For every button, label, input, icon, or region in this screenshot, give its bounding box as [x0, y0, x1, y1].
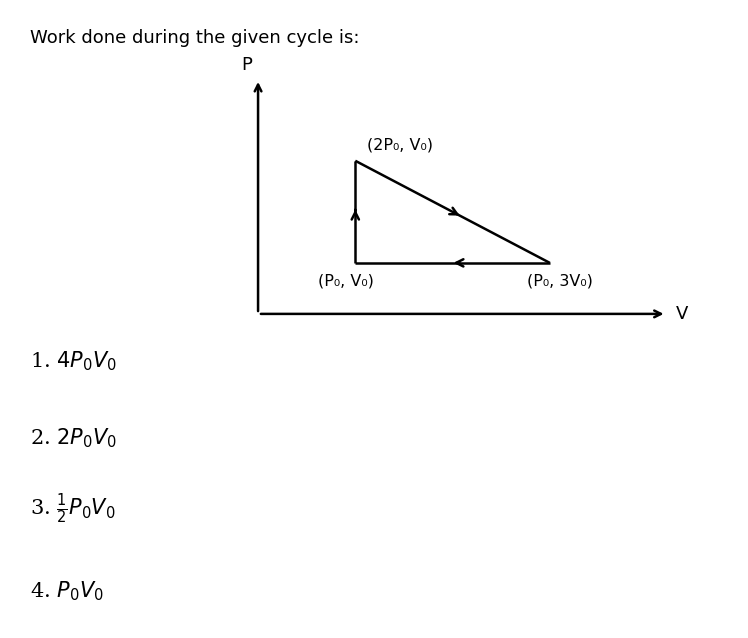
Text: 2. $2P_0V_0$: 2. $2P_0V_0$ — [30, 426, 117, 450]
Text: P: P — [241, 56, 252, 74]
Text: 3. $\frac{1}{2}P_0V_0$: 3. $\frac{1}{2}P_0V_0$ — [30, 492, 115, 526]
Text: 4. $P_0V_0$: 4. $P_0V_0$ — [30, 579, 104, 603]
Text: V: V — [676, 305, 689, 323]
Text: 1. $4P_0V_0$: 1. $4P_0V_0$ — [30, 350, 117, 373]
Text: (P₀, V₀): (P₀, V₀) — [318, 273, 373, 288]
Text: (2P₀, V₀): (2P₀, V₀) — [367, 138, 433, 152]
Text: (P₀, 3V₀): (P₀, 3V₀) — [527, 273, 592, 288]
Text: Work done during the given cycle is:: Work done during the given cycle is: — [30, 29, 360, 47]
